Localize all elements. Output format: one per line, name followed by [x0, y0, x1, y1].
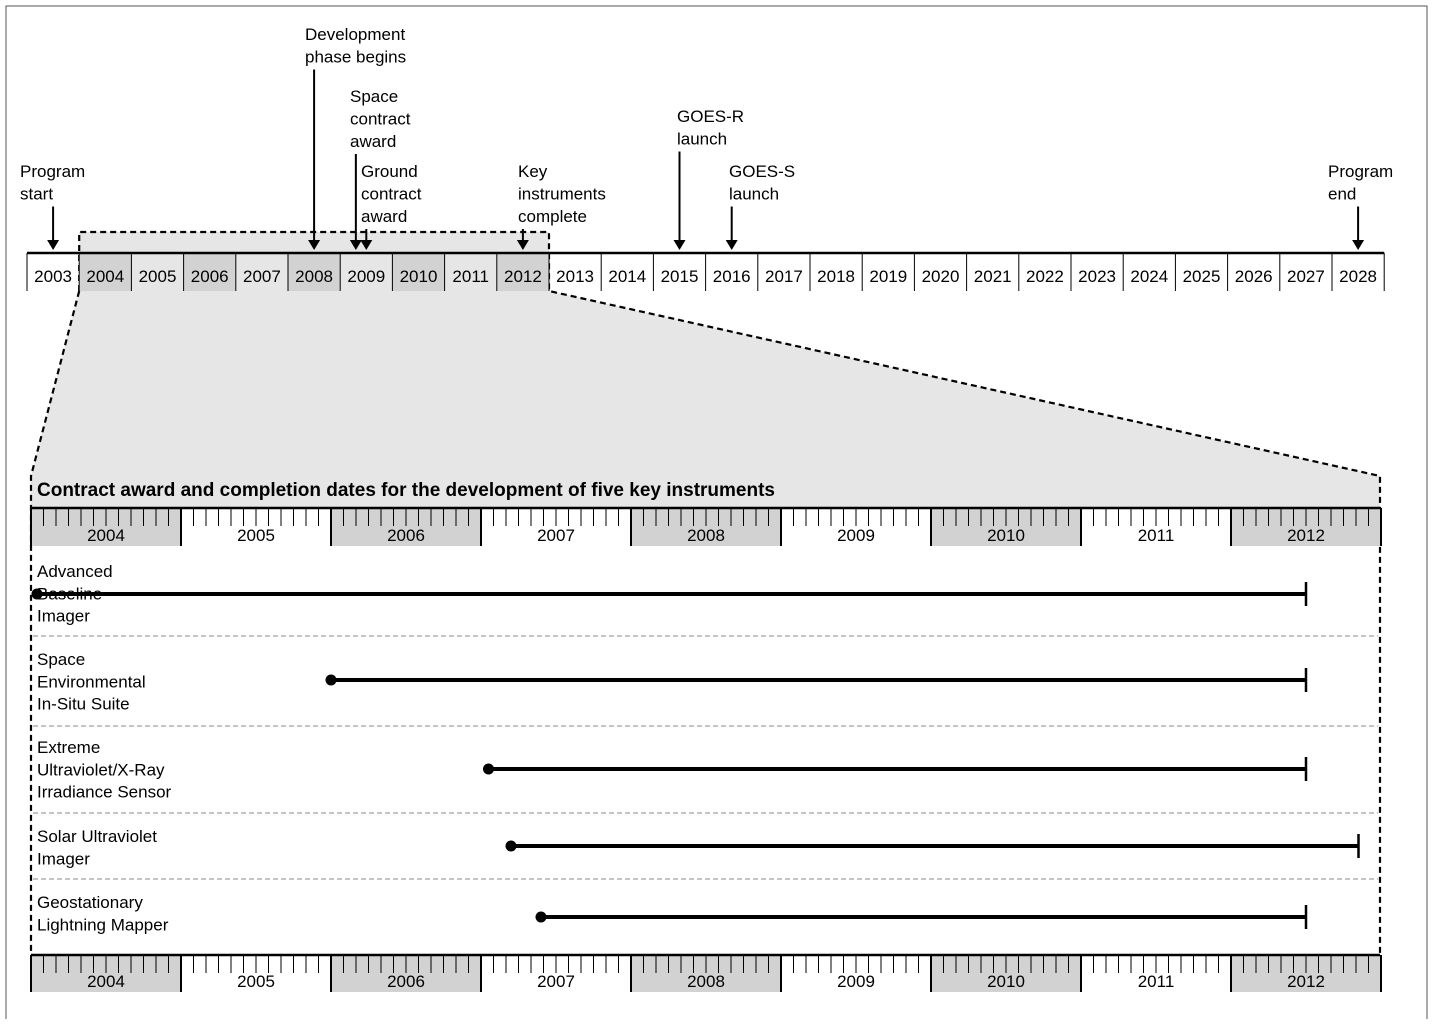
arrowhead [47, 240, 60, 250]
detail-year-label-2009: 2009 [837, 526, 875, 545]
year-label-2016: 2016 [713, 267, 751, 286]
detail-year-label-2009: 2009 [837, 972, 875, 991]
detail-year-label-2007: 2007 [537, 526, 575, 545]
year-label-2003: 2003 [34, 267, 72, 286]
year-label-2014: 2014 [608, 267, 646, 286]
year-label-2011: 2011 [452, 267, 489, 286]
year-cell-shade [183, 253, 236, 291]
milestone-label-goes-r: GOES-R launch [677, 107, 744, 149]
detail-year-label-2010: 2010 [987, 972, 1025, 991]
zoom-region-fill [31, 232, 1380, 508]
arrowhead [673, 240, 686, 250]
instrument-label-suvi: Solar Ultraviolet Imager [37, 827, 157, 868]
year-label-2028: 2028 [1339, 267, 1377, 286]
year-label-2017: 2017 [765, 267, 803, 286]
detail-year-label-2004: 2004 [87, 972, 125, 991]
detail-year-label-2004: 2004 [87, 526, 125, 545]
milestone-label-space-contract: Space contract award [350, 87, 411, 151]
detail-year-label-2008: 2008 [687, 526, 725, 545]
year-cell-shade [79, 253, 132, 291]
milestone-label-development-phase: Development phase begins [305, 25, 406, 67]
instrument-label-seiss: Space Environmental In-Situ Suite [37, 650, 146, 714]
detail-year-label-2012: 2012 [1287, 526, 1325, 545]
year-label-2023: 2023 [1078, 267, 1116, 286]
milestone-label-key-instruments: Key instruments complete [518, 162, 606, 226]
detail-year-label-2011: 2011 [1138, 972, 1175, 991]
year-bar-bottom: 2004 2005 2006 2007 2008 2009 2010 2011 2012 [30, 953, 1382, 992]
year-label-2009: 2009 [347, 267, 385, 286]
arrowhead [349, 240, 362, 250]
year-label-2021: 2021 [974, 267, 1012, 286]
year-cell-shade [392, 253, 445, 291]
year-label-2007: 2007 [243, 267, 281, 286]
detail-title: Contract award and completion dates for … [37, 480, 775, 501]
zoom-outline [29, 230, 1382, 955]
contract-award-dot-abi [31, 588, 43, 600]
milestone-label-goes-s: GOES-S launch [729, 162, 795, 204]
year-label-2006: 2006 [191, 267, 229, 286]
detail-year-label-2006: 2006 [387, 526, 425, 545]
year-label-2026: 2026 [1235, 267, 1273, 286]
arrowhead [360, 240, 373, 250]
instrument-label-glm: Geostationary Lightning Mapper [37, 893, 169, 934]
year-label-2012: 2012 [504, 267, 542, 286]
year-label-2005: 2005 [139, 267, 177, 286]
year-label-2025: 2025 [1183, 267, 1221, 286]
figure-border [5, 5, 1428, 1024]
detail-year-label-2006: 2006 [387, 972, 425, 991]
detail-year-label-2005: 2005 [237, 526, 275, 545]
contract-award-dot-exis [483, 763, 494, 775]
arrowhead [725, 240, 738, 250]
milestone-label-ground-contract: Ground contract award [361, 162, 422, 226]
year-cell-shade [496, 253, 549, 291]
year-label-2024: 2024 [1130, 267, 1168, 286]
detail-year-label-2007: 2007 [537, 972, 575, 991]
year-label-2020: 2020 [922, 267, 960, 286]
arrowhead [1352, 240, 1365, 250]
contract-award-dot-seiss [325, 674, 337, 686]
year-bar-top: 2004 2005 2006 2007 2008 2009 2010 2011 2012 [30, 506, 1382, 546]
instrument-label-exis: Extreme Ultraviolet/X-Ray Irradiance Senso… [37, 738, 172, 802]
detail-year-label-2005: 2005 [237, 972, 275, 991]
year-label-2018: 2018 [817, 267, 855, 286]
detail-year-label-2012: 2012 [1287, 972, 1325, 991]
detail-year-label-2010: 2010 [987, 526, 1025, 545]
year-label-2010: 2010 [400, 267, 438, 286]
year-label-2015: 2015 [661, 267, 699, 286]
contract-award-dot-suvi [505, 840, 517, 852]
year-label-2027: 2027 [1287, 267, 1325, 286]
contract-award-dot-glm [535, 911, 547, 923]
arrowhead [308, 240, 321, 250]
milestone-label-program-end: Program end [1328, 162, 1393, 204]
detail-year-label-2008: 2008 [687, 972, 725, 991]
milestone-label-program-start: Program start [20, 162, 85, 204]
year-label-2013: 2013 [556, 267, 594, 286]
detail-year-label-2011: 2011 [1138, 526, 1175, 545]
arrowhead [516, 240, 529, 250]
year-label-2022: 2022 [1026, 267, 1064, 286]
year-label-2008: 2008 [295, 267, 333, 286]
year-label-2019: 2019 [869, 267, 907, 286]
year-label-2004: 2004 [86, 267, 124, 286]
year-cell-shade [288, 253, 341, 291]
